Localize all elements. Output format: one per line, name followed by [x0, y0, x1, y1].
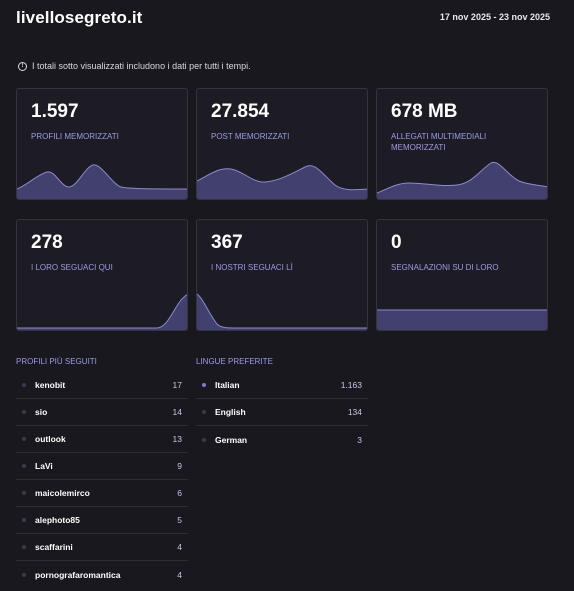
- language-row[interactable]: English 134: [196, 399, 368, 426]
- sparkline-area: [197, 165, 367, 199]
- stat-label: PROFILI MEMORIZZATI: [31, 132, 119, 141]
- date-range[interactable]: 17 nov 2025 - 23 nov 2025: [439, 12, 550, 22]
- stat-card-media: 678 MB ALLEGATI MULTIMEDIALI MEMORIZZATI: [376, 88, 548, 200]
- language-name: English: [215, 407, 246, 417]
- bullet-dot: [22, 572, 26, 577]
- profile-row[interactable]: outlook 13: [16, 426, 188, 453]
- language-count: 1.163: [340, 380, 362, 390]
- sparkline-area: [197, 294, 367, 330]
- site-title: livellosegreto.it: [16, 8, 143, 27]
- sparkline-line: [17, 294, 187, 329]
- stat-card-their-followers: 278 I LORO SEGUACI QUI: [16, 219, 188, 331]
- sparkline-area: [377, 310, 547, 330]
- totals-notice-text: I totali sotto visualizzati includono i …: [32, 61, 251, 71]
- language-count: 134: [347, 407, 362, 417]
- stat-value: 678 MB: [391, 101, 458, 122]
- language-row[interactable]: Italian 1.163: [196, 372, 368, 399]
- sparkline-line: [197, 165, 367, 191]
- sparkline-chart: [197, 293, 367, 330]
- profile-count: 4: [177, 542, 182, 552]
- stat-label: ALLEGATI MULTIMEDIALI MEMORIZZATI: [391, 132, 487, 152]
- profile-count: 17: [172, 380, 182, 390]
- language-count: 3: [357, 434, 362, 445]
- profile-count: 9: [177, 461, 182, 471]
- profile-row[interactable]: alephoto85 5: [16, 507, 188, 534]
- profile-row[interactable]: maicolemirco 6: [16, 480, 188, 507]
- stat-value: 27.854: [211, 101, 270, 122]
- stat-value: 1.597: [31, 101, 79, 122]
- sparkline-chart: [377, 309, 547, 330]
- sparkline-area: [17, 294, 187, 330]
- sparkline-chart: [197, 165, 367, 199]
- sparkline-line: [17, 164, 187, 190]
- profile-name: kenobit: [35, 380, 66, 390]
- sparkline-area: [377, 162, 547, 199]
- profile-row[interactable]: kenobit 17: [16, 372, 188, 399]
- sparkline-chart: [377, 161, 547, 199]
- bullet-dot: [22, 518, 26, 522]
- bullet-dot: [22, 491, 26, 495]
- language-name: Italian: [215, 380, 240, 390]
- profile-name: alephoto85: [35, 515, 80, 525]
- active-dot: [202, 383, 206, 387]
- profile-count: 5: [177, 515, 182, 525]
- profile-name: sio: [35, 407, 48, 417]
- profile-name: LaVi: [35, 461, 53, 471]
- stat-card-profiles: 1.597 PROFILI MEMORIZZATI: [16, 88, 188, 200]
- totals-notice: ! I totali sotto visualizzati includono …: [18, 61, 251, 71]
- stat-value: 367: [211, 232, 243, 253]
- profile-count: 13: [172, 434, 182, 444]
- bullet-dot: [22, 464, 26, 468]
- profile-count: 6: [177, 488, 182, 498]
- info-icon: !: [18, 61, 27, 71]
- profile-name: maicolemirco: [35, 488, 90, 498]
- stat-label: SEGNALAZIONI SU DI LORO: [391, 263, 499, 272]
- stat-card-posts: 27.854 POST MEMORIZZATI: [196, 88, 368, 200]
- profile-row[interactable]: pornografaromantica 4: [16, 561, 188, 588]
- languages-list: Italian 1.163 English 134 German 3: [196, 372, 368, 453]
- bullet-dot: [22, 410, 26, 414]
- sparkline-chart: [17, 294, 187, 330]
- bullet-dot: [22, 437, 26, 441]
- stat-label: POST MEMORIZZATI: [211, 132, 290, 141]
- stat-card-reports: 0 SEGNALAZIONI SU DI LORO: [376, 219, 548, 331]
- sparkline-chart: [17, 164, 187, 199]
- profile-name: outlook: [35, 434, 66, 444]
- profile-row[interactable]: sio 14: [16, 399, 188, 426]
- profile-name: scaffarini: [35, 542, 73, 552]
- bullet-dot: [202, 437, 206, 442]
- top-profiles-list: kenobit 17 sio 14 outlook 13 LaVi 9 maicolem…: [16, 372, 188, 588]
- profile-row[interactable]: scaffarini 4: [16, 534, 188, 561]
- profile-count: 4: [177, 569, 182, 580]
- sparkline-area: [17, 164, 187, 199]
- language-row[interactable]: German 3: [196, 426, 368, 453]
- top-profiles-title: PROFILI PIÙ SEGUITI: [16, 357, 97, 366]
- stat-card-our-followers: 367 I NOSTRI SEGUACI LÌ: [196, 219, 368, 331]
- profile-count: 14: [172, 407, 182, 417]
- bullet-dot: [22, 545, 26, 549]
- language-name: German: [215, 434, 248, 445]
- stat-value: 0: [391, 232, 402, 253]
- languages-title: LINGUE PREFERITE: [196, 357, 273, 366]
- bullet-dot: [202, 410, 206, 414]
- sparkline-line: [377, 161, 547, 194]
- stat-label: I LORO SEGUACI QUI: [31, 263, 113, 272]
- sparkline-line: [197, 293, 367, 329]
- profile-row[interactable]: LaVi 9: [16, 453, 188, 480]
- stat-label: I NOSTRI SEGUACI LÌ: [211, 263, 293, 272]
- profile-name: pornografaromantica: [35, 569, 121, 580]
- stat-value: 278: [31, 232, 63, 253]
- bullet-dot: [22, 383, 26, 387]
